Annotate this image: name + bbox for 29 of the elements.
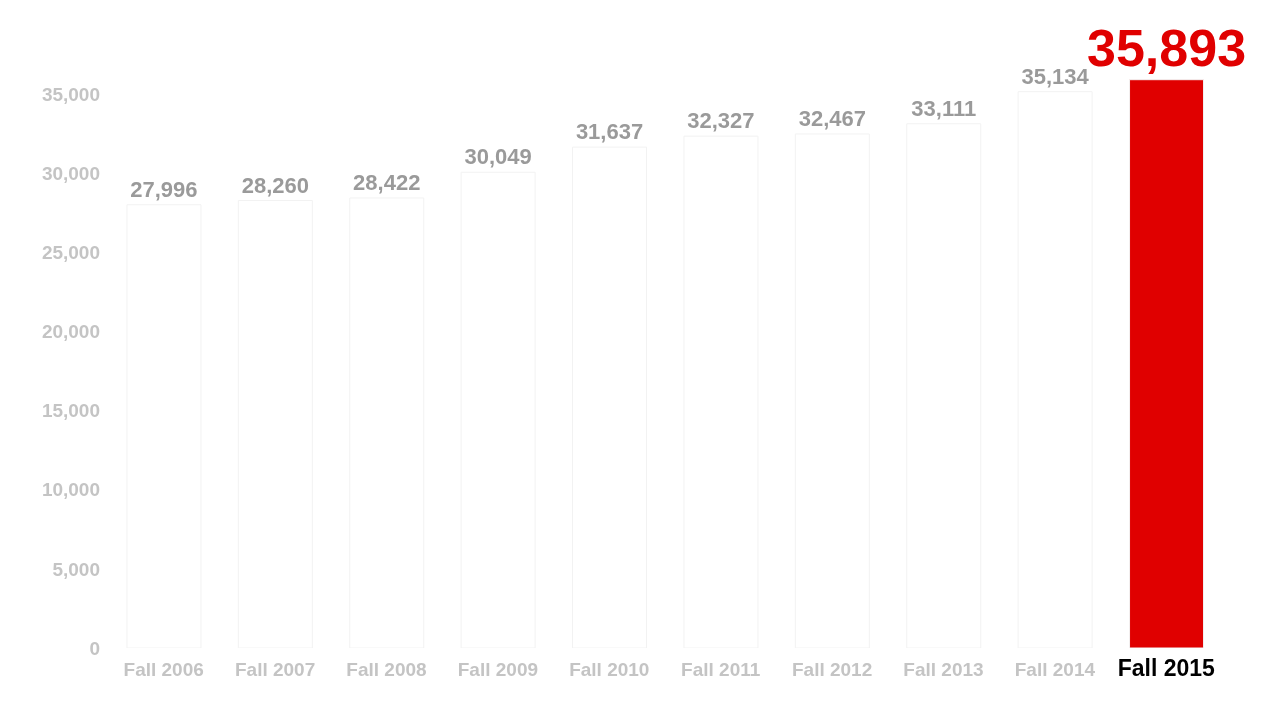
data-label: 31,637 bbox=[575, 119, 644, 145]
data-label: 35,134 bbox=[1021, 63, 1090, 89]
data-label: 32,327 bbox=[687, 108, 755, 134]
y-tick-label: 30,000 bbox=[41, 162, 100, 184]
data-label: 35,893 bbox=[1087, 18, 1247, 77]
data-label: 30,049 bbox=[464, 144, 532, 170]
x-tick-label: Fall 2008 bbox=[346, 659, 427, 680]
x-tick-label: Fall 2010 bbox=[569, 659, 650, 680]
y-tick-label: 5,000 bbox=[52, 558, 100, 580]
data-label: 28,422 bbox=[353, 169, 421, 195]
y-tick-label: 0 bbox=[89, 637, 100, 659]
y-tick-label: 10,000 bbox=[41, 479, 100, 501]
y-tick-label: 25,000 bbox=[41, 241, 100, 263]
data-label: 33,111 bbox=[911, 95, 977, 121]
x-tick-label: Fall 2007 bbox=[234, 659, 316, 680]
x-tick-label: Fall 2015 bbox=[1117, 655, 1216, 681]
x-tick-label: Fall 2012 bbox=[791, 659, 873, 680]
bar bbox=[1129, 79, 1205, 648]
y-tick-label: 20,000 bbox=[41, 321, 100, 343]
data-label: 32,467 bbox=[798, 105, 866, 131]
x-tick-label: Fall 2011 bbox=[681, 659, 761, 680]
x-tick-label: Fall 2006 bbox=[123, 659, 204, 680]
y-tick-label: 35,000 bbox=[41, 83, 100, 105]
x-tick-label: Fall 2014 bbox=[1014, 659, 1096, 680]
data-label: 28,260 bbox=[241, 172, 309, 198]
data-label: 27,996 bbox=[130, 176, 198, 202]
y-tick-label: 15,000 bbox=[41, 400, 100, 422]
x-tick-label: Fall 2013 bbox=[903, 659, 984, 680]
x-tick-label: Fall 2009 bbox=[457, 659, 539, 680]
